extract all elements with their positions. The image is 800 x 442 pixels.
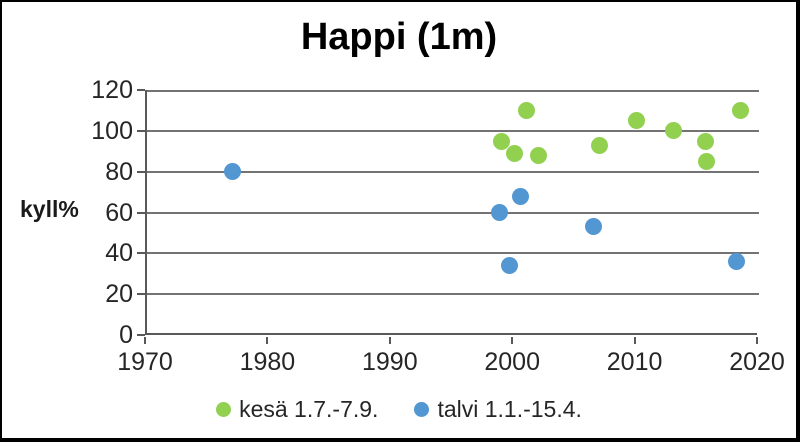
winter-series-swatch-icon: [414, 402, 430, 417]
y-tick-80: [137, 170, 145, 173]
y-tick-label-120: 120: [91, 76, 133, 104]
x-tick-label-1970: 1970: [117, 348, 173, 376]
gridline-y-60: [147, 211, 759, 214]
data-point-summer: [517, 101, 535, 119]
legend-label-winter: talvi 1.1.-15.4.: [437, 396, 582, 422]
x-tick-2010: [633, 337, 636, 344]
data-point-winter: [585, 218, 603, 236]
x-tick-2000: [511, 337, 514, 344]
data-point-summer: [696, 132, 714, 150]
y-tick-20: [137, 293, 145, 296]
data-point-winter: [224, 163, 242, 181]
gridline-y-20: [147, 293, 759, 296]
data-point-winter: [500, 257, 518, 275]
x-tick-1970: [144, 337, 146, 344]
gridline-y-80: [147, 170, 759, 173]
data-point-summer: [664, 122, 682, 140]
summer-series-swatch-icon: [216, 402, 232, 417]
data-point-summer: [530, 146, 548, 164]
y-tick-120: [137, 89, 145, 91]
y-tick-0: [137, 334, 145, 336]
y-tick-label-80: 80: [105, 157, 133, 186]
gridline-y-120: [147, 90, 759, 92]
x-tick-2020: [756, 337, 758, 344]
data-point-winter: [511, 187, 529, 205]
x-tick-1980: [266, 337, 269, 344]
data-point-summer: [591, 136, 609, 154]
data-point-summer: [628, 112, 646, 130]
y-tick-100: [137, 129, 145, 132]
x-tick-label-2010: 2010: [606, 348, 663, 376]
x-tick-label-2000: 2000: [484, 348, 540, 376]
legend-item-summer: kesä 1.7.-7.9.: [216, 396, 378, 423]
y-tick-40: [137, 252, 145, 255]
x-tick-label-1990: 1990: [361, 348, 418, 376]
y-tick-60: [137, 211, 145, 214]
plot-area: [145, 90, 759, 335]
y-tick-label-40: 40: [105, 239, 133, 268]
data-point-summer: [732, 101, 750, 119]
data-point-winter: [491, 204, 508, 221]
x-tick-label-2020: 2020: [729, 348, 785, 376]
x-tick-1990: [388, 337, 391, 344]
data-point-winter: [728, 253, 746, 270]
legend: kesä 1.7.-7.9. talvi 1.1.-15.4.: [2, 396, 796, 423]
gridline-y-40: [147, 252, 759, 255]
y-tick-label-100: 100: [91, 116, 133, 145]
x-tick-label-1980: 1980: [239, 348, 296, 376]
data-point-summer: [505, 144, 523, 162]
y-axis-label: kyll%: [20, 196, 79, 222]
y-tick-label-0: 0: [119, 321, 133, 349]
y-tick-label-20: 20: [105, 280, 133, 309]
data-point-summer: [697, 152, 715, 170]
chart-title: Happi (1m): [300, 16, 498, 58]
legend-label-summer: kesä 1.7.-7.9.: [239, 396, 379, 422]
data-point-summer: [493, 132, 511, 150]
gridline-y-100: [147, 129, 759, 132]
legend-item-winter: talvi 1.1.-15.4.: [414, 396, 582, 423]
y-tick-label-60: 60: [105, 198, 133, 227]
